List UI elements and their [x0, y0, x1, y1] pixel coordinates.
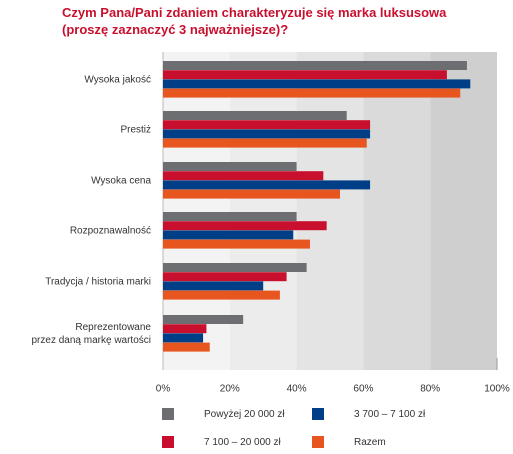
legend-label-powyzej-20000: Powyżej 20 000 zł	[204, 408, 285, 420]
category-label-2-line-0: Wysoka cena	[91, 175, 151, 186]
legend-label-3700-7100: 3 700 – 7 100 zł	[354, 408, 426, 420]
bar-0-0	[163, 61, 467, 70]
bar-2-1	[163, 171, 324, 181]
bar-3-0	[163, 212, 297, 221]
legend-swatch-3700-7100	[312, 408, 324, 420]
category-label-4-line-0: Tradycja / historia marki	[45, 276, 151, 287]
bar-0-3	[163, 88, 461, 98]
legend-label-razem: Razem	[354, 436, 386, 448]
bar-4-3	[163, 290, 280, 300]
legend-swatch-razem	[312, 436, 324, 448]
legend-item-3700-7100: 3 700 – 7 100 zł	[312, 408, 425, 420]
bar-1-2	[163, 129, 371, 139]
bar-2-3	[163, 189, 341, 199]
bar-4-0	[163, 263, 307, 272]
bar-5-0	[163, 315, 244, 324]
bar-5-1	[163, 324, 207, 334]
background-band-4	[430, 52, 497, 370]
legend-swatch-powyzej-20000	[162, 408, 174, 420]
x-tick-label-3: 60%	[353, 384, 373, 395]
bar-1-0	[163, 111, 347, 120]
bar-3-1	[163, 221, 327, 231]
legend-item-powyzej-20000: Powyżej 20 000 zł	[162, 408, 285, 420]
bar-5-2	[163, 333, 204, 343]
legend-item-7100-20000: 7 100 – 20 000 zł	[162, 436, 281, 448]
category-label-0: Wysoka jakość	[84, 74, 151, 85]
category-label-3-line-0: Rozpoznawalność	[70, 225, 151, 236]
category-label-0-line-0: Wysoka jakość	[84, 74, 151, 85]
legend-item-razem: Razem	[312, 436, 386, 448]
x-tick-label-4: 80%	[420, 384, 440, 395]
bar-5-3	[163, 342, 210, 352]
x-tick-label-1: 20%	[220, 384, 240, 395]
bar-0-1	[163, 70, 447, 80]
bar-1-1	[163, 120, 371, 130]
category-label-1: Prestiż	[120, 124, 151, 135]
legend-swatch-7100-20000	[162, 436, 174, 448]
x-tick-label-0: 0%	[156, 384, 171, 395]
category-label-1-line-0: Prestiż	[120, 124, 151, 135]
chart-title-line-2: (proszę zaznaczyć 3 najważniejsze)?	[62, 22, 289, 37]
category-label-4: Tradycja / historia marki	[45, 276, 151, 287]
category-label-5-line-0: Reprezentowane	[75, 322, 151, 333]
bar-3-2	[163, 230, 294, 240]
bar-2-2	[163, 180, 371, 190]
x-tick-label-2: 40%	[287, 384, 307, 395]
category-label-5-line-1: przez daną markę wartości	[32, 335, 152, 346]
chart-title: Czym Pana/Pani zdaniem charakteryzuje si…	[62, 4, 502, 38]
background-band-3	[363, 52, 431, 370]
bar-2-0	[163, 162, 297, 171]
chart-title-line-1: Czym Pana/Pani zdaniem charakteryzuje si…	[62, 5, 447, 20]
category-label-3: Rozpoznawalność	[70, 225, 151, 236]
bar-1-3	[163, 138, 367, 148]
bar-0-2	[163, 79, 471, 89]
x-tick-label-5: 100%	[484, 384, 510, 395]
bar-4-1	[163, 272, 287, 282]
background-band-2	[296, 52, 364, 370]
category-label-2: Wysoka cena	[91, 175, 151, 186]
bar-3-3	[163, 239, 310, 249]
bar-4-2	[163, 281, 264, 291]
legend-label-7100-20000: 7 100 – 20 000 zł	[204, 436, 281, 448]
category-label-5: Reprezentowane przez daną markę wartości	[32, 322, 152, 346]
